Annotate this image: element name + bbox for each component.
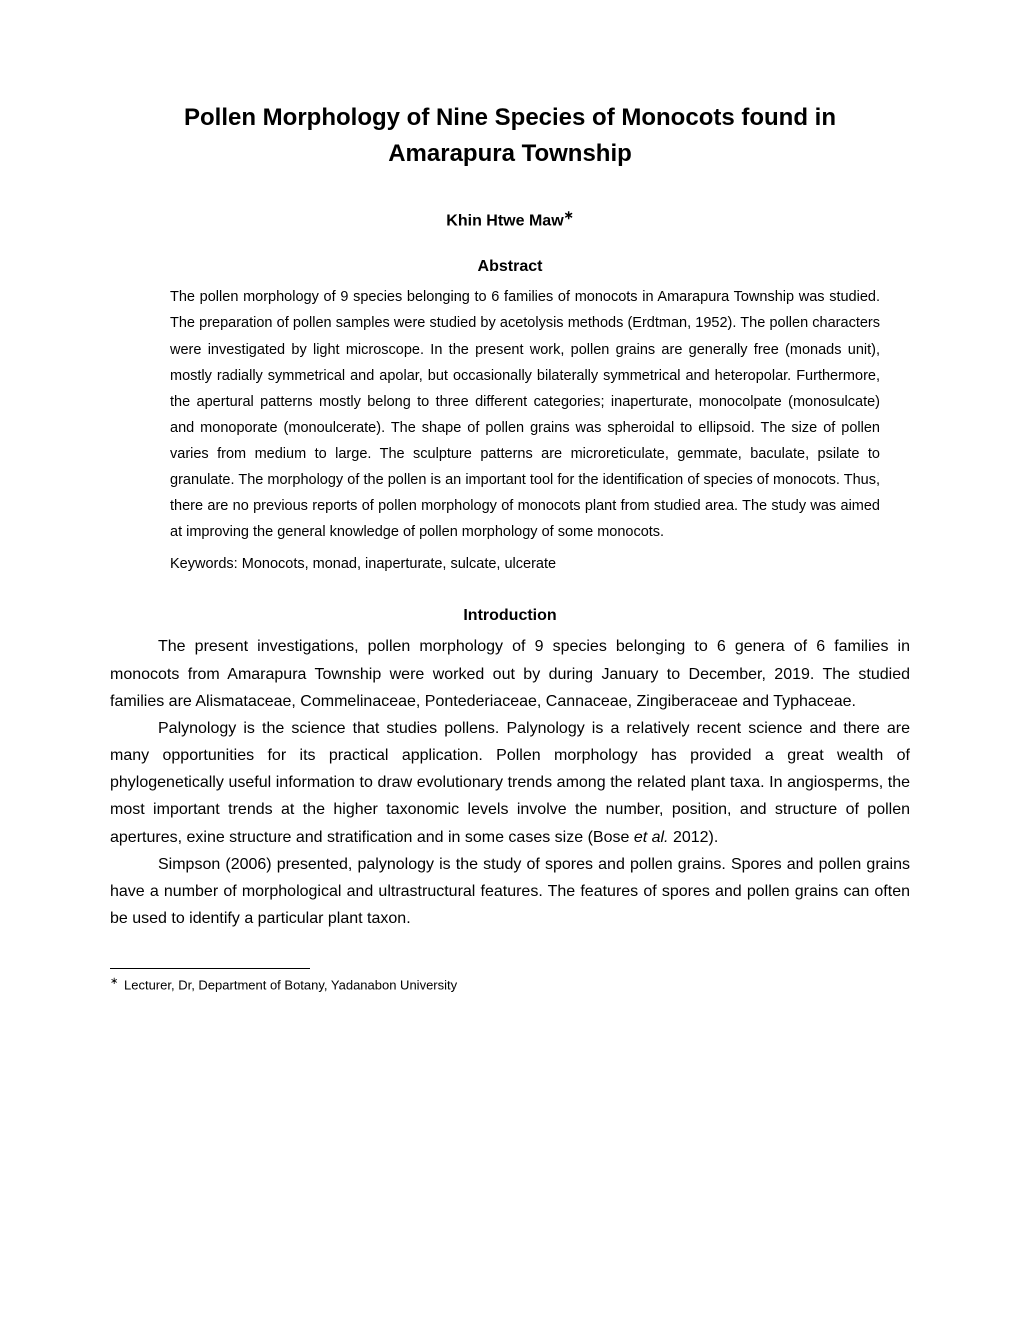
introduction-heading: Introduction	[110, 607, 910, 625]
para2-italic: et al.	[634, 829, 669, 846]
author-name: Khin Htwe Maw	[446, 212, 563, 229]
abstract-text: The pollen morphology of 9 species belon…	[170, 284, 880, 545]
abstract-heading: Abstract	[110, 258, 910, 276]
intro-paragraph-1: The present investigations, pollen morph…	[110, 633, 910, 715]
author-footnote-marker: ∗	[564, 208, 574, 222]
intro-paragraph-2: Palynology is the science that studies p…	[110, 715, 910, 851]
footnote-separator	[110, 968, 310, 969]
title-line-2: Amarapura Township	[388, 140, 632, 167]
keywords-label: Keywords:	[170, 556, 242, 572]
footnote: ∗ Lecturer, Dr, Department of Botany, Ya…	[110, 975, 910, 995]
footnote-marker: ∗	[110, 976, 118, 987]
author-line: Khin Htwe Maw∗	[110, 208, 910, 230]
paper-title: Pollen Morphology of Nine Species of Mon…	[110, 100, 910, 172]
intro-paragraph-3: Simpson (2006) presented, palynology is …	[110, 851, 910, 933]
keywords-line: Keywords: Monocots, monad, inaperturate,…	[170, 551, 880, 577]
para2-text-1: Palynology is the science that studies p…	[110, 720, 910, 846]
title-line-1: Pollen Morphology of Nine Species of Mon…	[184, 104, 836, 131]
para2-text-2: 2012).	[669, 829, 719, 846]
footnote-text: Lecturer, Dr, Department of Botany, Yada…	[120, 978, 457, 993]
keywords-text: Monocots, monad, inaperturate, sulcate, …	[242, 556, 556, 572]
